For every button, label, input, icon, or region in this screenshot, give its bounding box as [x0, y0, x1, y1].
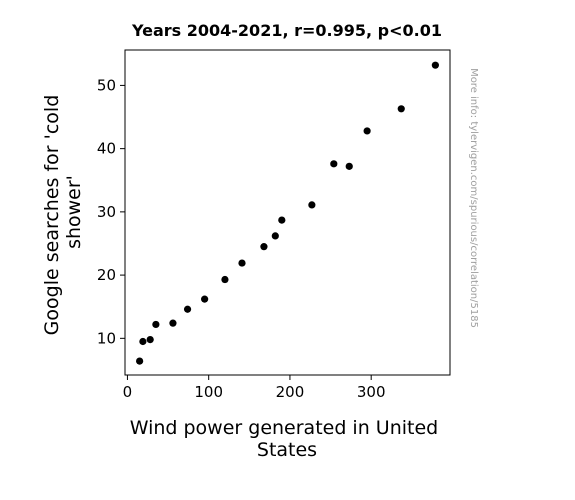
data-point [146, 335, 154, 344]
data-point [136, 357, 144, 365]
y-axis: 10 20 30 40 50 [97, 76, 125, 347]
data-point [221, 275, 229, 284]
data-point [431, 61, 439, 69]
y-tick-label: 30 [97, 203, 116, 221]
data-point [397, 105, 405, 113]
data-point [238, 259, 246, 267]
data-point [271, 232, 279, 240]
data-point [152, 320, 160, 329]
data-point [330, 160, 338, 168]
y-tick-label: 10 [97, 329, 116, 347]
y-axis-label: Google searches for 'cold shower' [41, 89, 85, 336]
x-axis-label-line-1: Wind power generated in United [130, 417, 439, 439]
data-point [169, 319, 177, 327]
x-axis: 0 100 200 300 [123, 375, 386, 401]
data-point [363, 127, 371, 135]
data-point [278, 216, 286, 224]
x-tick-label: 100 [194, 383, 223, 401]
x-axis-label: Wind power generated in United States [130, 417, 445, 461]
y-tick-label: 40 [97, 140, 116, 158]
x-tick-label: 300 [357, 383, 386, 401]
data-point [345, 162, 353, 170]
data-points [136, 61, 439, 365]
data-point [308, 201, 316, 209]
x-axis-label-line-2: States [257, 439, 317, 461]
data-point [183, 305, 192, 313]
x-tick-label: 0 [123, 383, 133, 401]
y-axis-label-line-1: Google searches for 'cold [41, 95, 63, 336]
x-tick-label: 200 [276, 383, 305, 401]
y-tick-label: 50 [97, 76, 116, 94]
data-point [139, 337, 147, 346]
data-point [201, 295, 209, 303]
y-axis-label-line-2: shower' [63, 175, 85, 249]
data-point [260, 243, 268, 251]
plot-area [124, 49, 451, 376]
chart-title: Years 2004-2021, r=0.995, p<0.01 [131, 21, 442, 40]
y-tick-label: 20 [97, 266, 116, 284]
watermark: More info: tylervigen.com/spurious/corre… [468, 68, 479, 328]
